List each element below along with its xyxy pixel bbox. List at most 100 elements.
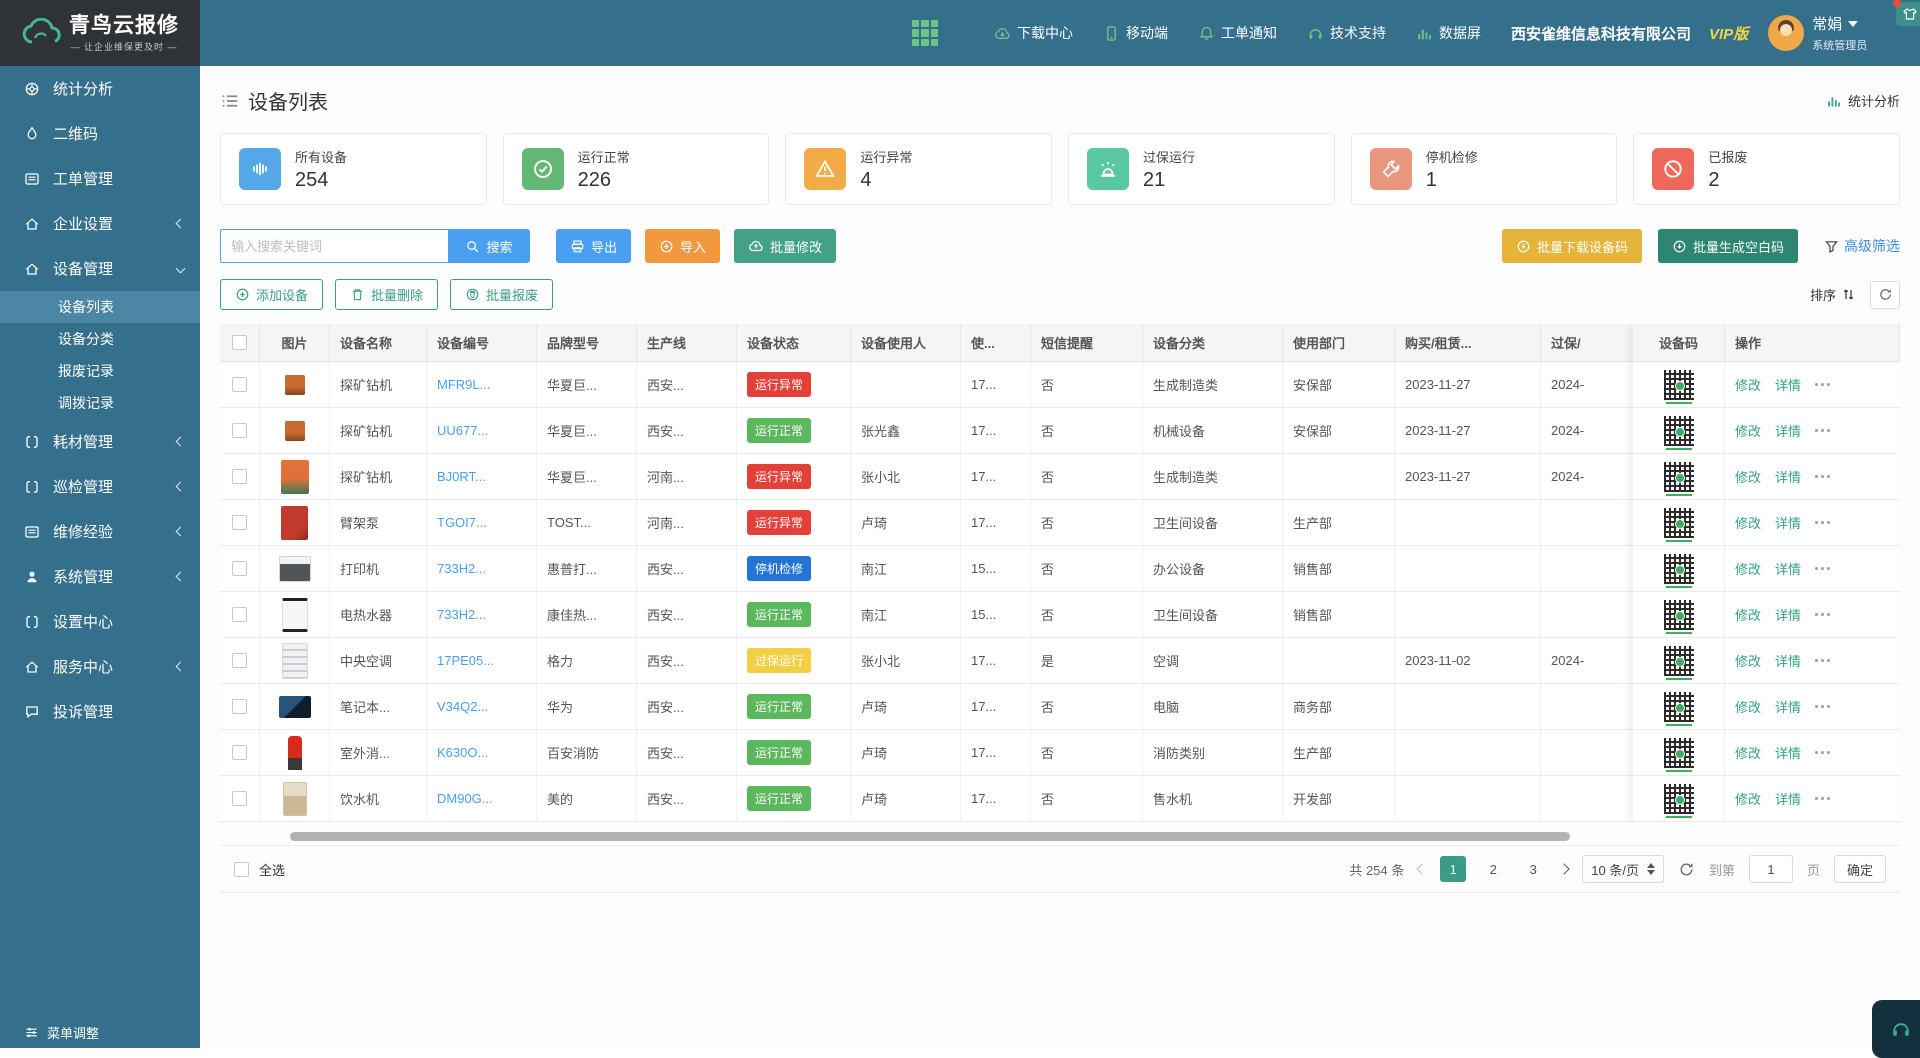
batch-scrap-button[interactable]: 批量报废 <box>450 279 553 310</box>
more-actions-icon[interactable] <box>1815 567 1830 570</box>
edit-link[interactable]: 修改 <box>1735 697 1761 716</box>
row-checkbox[interactable] <box>232 791 247 806</box>
sidebar-item-系统管理[interactable]: 系统管理 <box>0 554 200 599</box>
sidebar-subitem-设备列表[interactable]: 设备列表 <box>0 291 200 323</box>
table-refresh-button[interactable] <box>1870 281 1900 309</box>
nav-data-screen[interactable]: 数据屏 <box>1416 23 1481 43</box>
vip-badge[interactable]: VIP版 <box>1709 23 1748 44</box>
qr-code[interactable] <box>1664 370 1694 400</box>
detail-link[interactable]: 详情 <box>1775 559 1801 578</box>
edit-link[interactable]: 修改 <box>1735 421 1761 440</box>
row-checkbox[interactable] <box>232 561 247 576</box>
row-checkbox[interactable] <box>232 423 247 438</box>
more-actions-icon[interactable] <box>1815 797 1830 800</box>
scrollbar-thumb[interactable] <box>290 832 1570 841</box>
avatar[interactable] <box>1768 15 1804 51</box>
device-photo[interactable] <box>283 782 307 816</box>
device-photo[interactable] <box>279 696 311 718</box>
qr-code[interactable] <box>1664 646 1694 676</box>
batch-download-codes-button[interactable]: 批量下载设备码 <box>1502 229 1642 263</box>
row-checkbox[interactable] <box>232 515 247 530</box>
select-all[interactable]: 全选 <box>234 860 285 879</box>
sidebar-item-服务中心[interactable]: 服务中心 <box>0 644 200 689</box>
more-actions-icon[interactable] <box>1815 383 1830 386</box>
qr-code[interactable] <box>1664 462 1694 492</box>
select-all-checkbox[interactable] <box>234 862 249 877</box>
stat-card-running-ok[interactable]: 运行正常 226 <box>503 133 770 205</box>
sidebar-item-维修经验[interactable]: 维修经验 <box>0 509 200 554</box>
app-logo[interactable]: 青鸟云报修 — 让企业维保更及时 — <box>0 0 200 66</box>
detail-link[interactable]: 详情 <box>1775 605 1801 624</box>
stat-card-all-devices[interactable]: 所有设备 254 <box>220 133 487 205</box>
detail-link[interactable]: 详情 <box>1775 513 1801 532</box>
row-checkbox[interactable] <box>232 699 247 714</box>
sidebar-subitem-报废记录[interactable]: 报废记录 <box>0 355 200 387</box>
stat-card-maintenance[interactable]: 停机检修 1 <box>1351 133 1618 205</box>
refresh-icon[interactable] <box>1678 861 1695 878</box>
promo-shirt-icon[interactable] <box>1896 2 1920 26</box>
device-photo[interactable] <box>288 736 302 770</box>
row-checkbox[interactable] <box>232 377 247 392</box>
apps-grid-icon[interactable] <box>912 20 938 46</box>
sort-button[interactable]: 排序 <box>1810 285 1856 304</box>
edit-link[interactable]: 修改 <box>1735 605 1761 624</box>
sidebar-subitem-设备分类[interactable]: 设备分类 <box>0 323 200 355</box>
device-code-link[interactable]: V34Q2... <box>437 699 488 714</box>
user-block[interactable]: 常娟 系统管理员 <box>1768 13 1867 53</box>
sidebar-item-工单管理[interactable]: 工单管理 <box>0 156 200 201</box>
export-button[interactable]: 导出 <box>556 229 631 263</box>
next-page-icon[interactable] <box>1559 863 1570 874</box>
device-code-link[interactable]: 17PE05... <box>437 653 494 668</box>
device-photo[interactable] <box>279 556 311 582</box>
detail-link[interactable]: 详情 <box>1775 421 1801 440</box>
sidebar-item-企业设置[interactable]: 企业设置 <box>0 201 200 246</box>
device-photo[interactable] <box>282 598 308 632</box>
header-checkbox[interactable] <box>232 335 247 350</box>
nav-mobile[interactable]: 移动端 <box>1103 23 1168 43</box>
detail-link[interactable]: 详情 <box>1775 467 1801 486</box>
qr-code[interactable] <box>1664 784 1694 814</box>
sidebar-item-投诉管理[interactable]: 投诉管理 <box>0 689 200 734</box>
batch-delete-button[interactable]: 批量删除 <box>335 279 438 310</box>
batch-edit-button[interactable]: 批量修改 <box>734 229 836 263</box>
row-checkbox[interactable] <box>232 607 247 622</box>
stat-card-out-of-warranty[interactable]: 过保运行 21 <box>1068 133 1335 205</box>
edit-link[interactable]: 修改 <box>1735 789 1761 808</box>
search-button[interactable]: 搜索 <box>448 229 530 263</box>
qr-code[interactable] <box>1664 416 1694 446</box>
more-actions-icon[interactable] <box>1815 705 1830 708</box>
page-2[interactable]: 2 <box>1480 856 1506 882</box>
qr-code[interactable] <box>1664 738 1694 768</box>
nav-download-center[interactable]: 下载中心 <box>994 23 1073 43</box>
sidebar-item-设备管理[interactable]: 设备管理 <box>0 246 200 291</box>
nav-workorder-notify[interactable]: 工单通知 <box>1198 23 1277 43</box>
edit-link[interactable]: 修改 <box>1735 467 1761 486</box>
device-photo[interactable] <box>281 460 309 494</box>
device-code-link[interactable]: UU677... <box>437 423 488 438</box>
device-code-link[interactable]: 733H2... <box>437 607 486 622</box>
row-checkbox[interactable] <box>232 745 247 760</box>
batch-generate-blank-codes-button[interactable]: 批量生成空白码 <box>1658 229 1798 263</box>
device-code-link[interactable]: 733H2... <box>437 561 486 576</box>
sidebar-item-设置中心[interactable]: 设置中心 <box>0 599 200 644</box>
sidebar-item-统计分析[interactable]: 统计分析 <box>0 66 200 111</box>
sidebar-subitem-调拨记录[interactable]: 调拨记录 <box>0 387 200 419</box>
nav-tech-support[interactable]: 技术支持 <box>1307 23 1386 43</box>
device-code-link[interactable]: TGOI7... <box>437 515 487 530</box>
page-1[interactable]: 1 <box>1440 856 1466 882</box>
edit-link[interactable]: 修改 <box>1735 513 1761 532</box>
detail-link[interactable]: 详情 <box>1775 697 1801 716</box>
prev-page-icon[interactable] <box>1417 863 1428 874</box>
page-size-select[interactable]: 10 条/页 <box>1582 855 1664 883</box>
more-actions-icon[interactable] <box>1815 751 1830 754</box>
add-device-button[interactable]: 添加设备 <box>220 279 323 310</box>
sidebar-item-巡检管理[interactable]: 巡检管理 <box>0 464 200 509</box>
qr-code[interactable] <box>1664 554 1694 584</box>
goto-page-input[interactable] <box>1749 855 1793 883</box>
sidebar-item-耗材管理[interactable]: 耗材管理 <box>0 419 200 464</box>
stats-analysis-link[interactable]: 统计分析 <box>1826 91 1900 110</box>
detail-link[interactable]: 详情 <box>1775 789 1801 808</box>
device-photo[interactable] <box>285 375 305 395</box>
search-input[interactable] <box>220 229 448 263</box>
menu-adjust-button[interactable]: 菜单调整 <box>0 1023 200 1042</box>
